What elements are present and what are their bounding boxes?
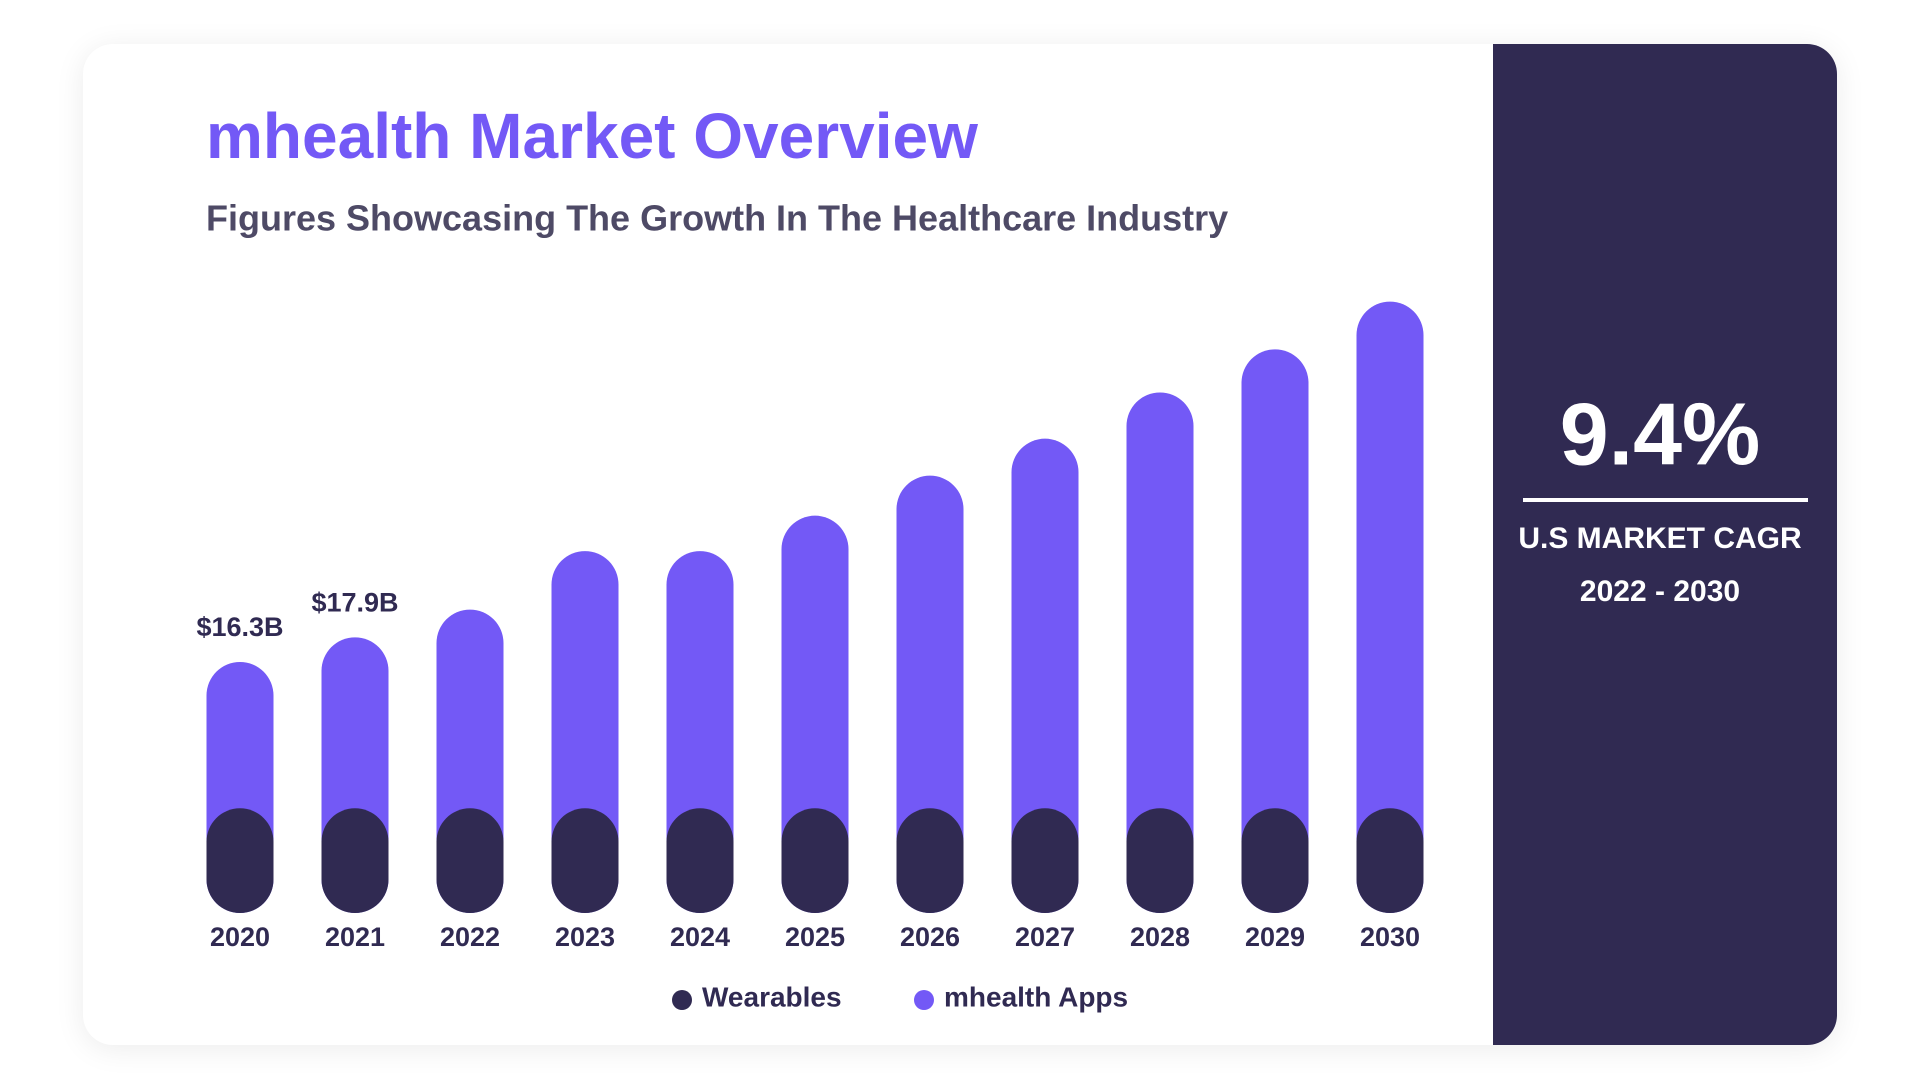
bar-segment	[1126, 392, 1194, 914]
cagr-value: 9.4%	[1560, 384, 1761, 483]
side-panel	[1493, 44, 1837, 1045]
legend-label: Wearables	[702, 981, 842, 1012]
x-tick-label: 2023	[555, 922, 615, 952]
bar-segment	[781, 808, 849, 913]
legend-marker	[914, 990, 934, 1010]
bar-segment	[666, 808, 734, 913]
bar-segment	[1011, 808, 1079, 913]
legend-label: mhealth Apps	[944, 981, 1128, 1012]
x-tick-label: 2027	[1015, 922, 1075, 952]
x-tick-label: 2029	[1245, 922, 1305, 952]
legend-marker	[672, 990, 692, 1010]
bar-segment	[1126, 808, 1194, 913]
bar-segment	[1356, 301, 1424, 913]
cagr-label: U.S MARKET CAGR	[1518, 522, 1802, 555]
bar-segment	[551, 808, 619, 913]
value-label: $17.9B	[311, 587, 398, 617]
bar-segment	[1011, 438, 1079, 913]
chart-title: mhealth Market Overview	[206, 100, 978, 172]
x-tick-label: 2022	[440, 922, 500, 952]
bar-segment	[1241, 808, 1309, 913]
x-tick-label: 2025	[785, 922, 845, 952]
x-tick-label: 2024	[670, 922, 730, 952]
x-tick-label: 2026	[900, 922, 960, 952]
chart-subtitle: Figures Showcasing The Growth In The Hea…	[206, 198, 1228, 239]
bar-segment	[206, 808, 274, 913]
value-label: $16.3B	[196, 612, 283, 642]
bar-segment	[1241, 349, 1309, 913]
bar-segment	[896, 475, 964, 913]
bar-segment	[1356, 808, 1424, 913]
x-tick-label: 2030	[1360, 922, 1420, 952]
bar-segment	[896, 808, 964, 913]
x-tick-label: 2021	[325, 922, 385, 952]
cagr-period: 2022 - 2030	[1580, 575, 1740, 608]
bar-segment	[436, 808, 504, 913]
x-tick-label: 2020	[210, 922, 270, 952]
bar-segment	[321, 808, 389, 913]
x-tick-label: 2028	[1130, 922, 1190, 952]
